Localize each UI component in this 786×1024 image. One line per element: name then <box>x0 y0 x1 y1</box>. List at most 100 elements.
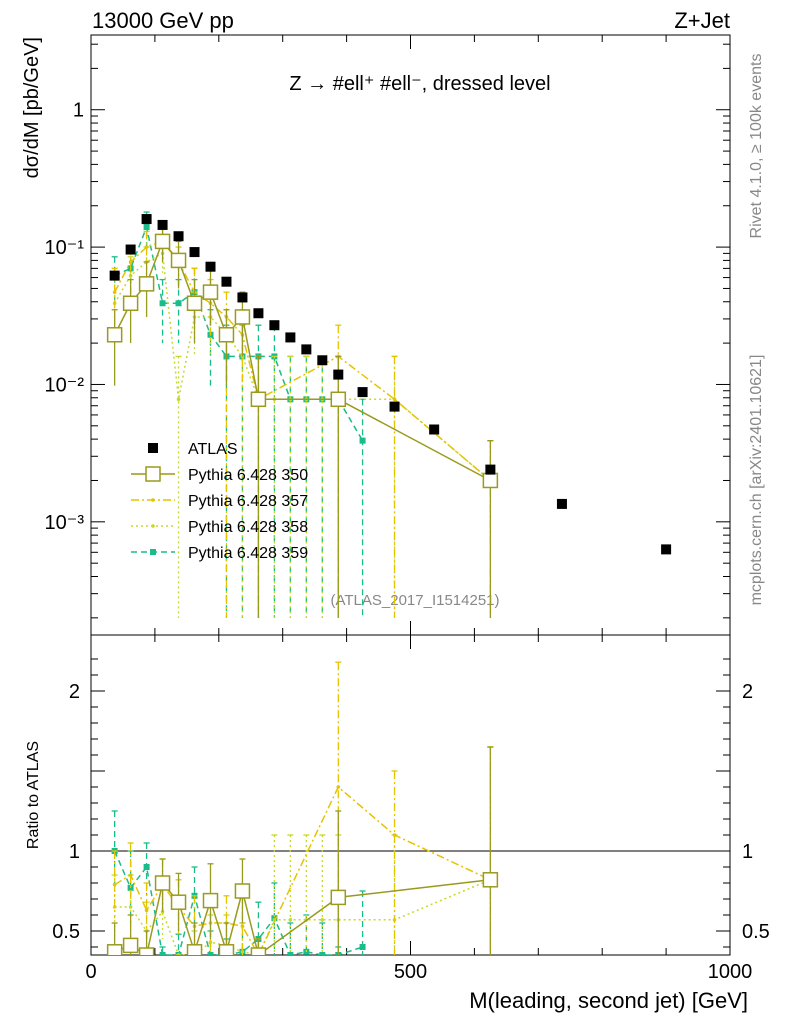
ratio-point <box>154 875 171 891</box>
data-point <box>159 300 166 307</box>
ratio-pythia-6-428-350 <box>106 746 499 955</box>
data-point <box>482 472 499 489</box>
legend-entry: Pythia 6.428 359 <box>131 545 308 562</box>
energy-label: 13000 GeV pp <box>92 8 234 33</box>
ratio-point <box>240 924 245 928</box>
legend: ATLAS Pythia 6.428 350 Pythia 6.428 357 Pyt… <box>131 441 308 562</box>
ratio-point <box>138 947 155 955</box>
axis-ticks: 0 500 1000 1 10⁻¹ 10⁻² 10⁻³ 0.5 0.5 1 1 2 2 <box>45 35 770 983</box>
legend-marker <box>151 524 155 528</box>
atlas-point <box>269 320 280 331</box>
atlas-point <box>173 231 184 242</box>
ratio-y-tick-label-right: 1 <box>742 841 753 863</box>
ratio-point <box>336 785 341 789</box>
y-axis-label: dσ/dM [pb/GeV] <box>21 37 43 178</box>
legend-marker <box>148 443 158 453</box>
x-tick-label: 0 <box>85 961 96 983</box>
plot-frames <box>90 34 731 956</box>
ratio-point <box>320 918 325 922</box>
ratio-series-group <box>106 661 499 955</box>
ratio-point <box>186 944 203 955</box>
atlas-point <box>253 308 264 319</box>
ratio-point <box>176 953 181 955</box>
legend-label: Pythia 6.428 359 <box>188 545 308 562</box>
atlas-point <box>661 544 672 555</box>
ratio-point <box>482 872 499 888</box>
ratio-line <box>114 785 491 955</box>
atlas-point <box>317 355 328 366</box>
legend-marker <box>145 466 161 482</box>
process-label: Z+Jet <box>674 8 730 33</box>
atlas-point <box>301 344 312 355</box>
data-point <box>392 397 397 402</box>
data-point <box>186 295 203 312</box>
ratio-point <box>319 952 326 955</box>
ratio-point <box>128 873 133 877</box>
data-point <box>234 309 251 325</box>
y-tick-label: 1 <box>73 100 84 122</box>
ratio-point <box>207 952 214 955</box>
ratio-y-tick-label: 2 <box>69 681 80 703</box>
data-point <box>112 290 117 294</box>
data-point <box>122 295 139 312</box>
atlas-point <box>221 276 232 287</box>
legend-entry: ATLAS <box>148 441 238 458</box>
data-point <box>138 276 155 292</box>
ratio-point <box>330 889 347 906</box>
ratio-pythia-6-428-358 <box>111 746 494 955</box>
main-series-group <box>106 211 672 618</box>
ratio-point <box>234 883 251 899</box>
ratio-y-tick-label: 0.5 <box>52 921 80 943</box>
atlas-point <box>389 401 400 412</box>
ratio-line <box>114 879 491 955</box>
data-point <box>250 391 267 408</box>
data-point <box>202 284 219 300</box>
ratio-point <box>250 947 267 955</box>
series-line <box>113 252 491 482</box>
legend-label: ATLAS <box>188 441 238 458</box>
series-line <box>113 240 491 482</box>
legend-entry: Pythia 6.428 357 <box>131 493 308 510</box>
data-point <box>176 397 181 402</box>
atlas-point <box>333 369 344 380</box>
ratio-pythia-6-428-357 <box>111 661 494 955</box>
atlas-point <box>141 214 152 225</box>
atlas-point <box>157 219 168 230</box>
data-point <box>359 437 366 444</box>
y-tick-label: 10⁻³ <box>45 512 85 534</box>
data-point <box>128 260 133 264</box>
atlas-data <box>109 214 672 555</box>
analysis-id: (ATLAS_2017_I1514251) <box>330 592 499 609</box>
ratio-point <box>208 940 213 944</box>
legend-label: Pythia 6.428 350 <box>188 467 308 484</box>
atlas-point <box>237 292 248 303</box>
ratio-point <box>159 952 166 955</box>
ratio-point <box>143 864 150 870</box>
atlas-point <box>189 247 200 258</box>
atlas-point <box>485 464 496 475</box>
ratio-y-tick-label-right: 2 <box>742 681 753 703</box>
ratio-point <box>144 908 149 912</box>
ratio-panel-frame <box>90 634 731 956</box>
ratio-point <box>112 882 117 887</box>
ratio-point <box>359 944 366 950</box>
ratio-point <box>170 894 187 910</box>
ratio-point <box>122 937 139 954</box>
y-tick-label: 10⁻¹ <box>45 237 85 259</box>
legend-label: Pythia 6.428 358 <box>188 519 308 536</box>
legend-entry: Pythia 6.428 350 <box>131 466 308 484</box>
ratio-line <box>114 879 491 955</box>
y-tick-label: 10⁻² <box>45 374 85 396</box>
atlas-point <box>125 244 136 255</box>
ratio-point <box>106 944 123 955</box>
legend-marker <box>151 498 155 502</box>
atlas-point <box>556 498 567 509</box>
chart-title: Z → #ell⁺ #ell⁻, dressed level <box>289 73 550 95</box>
ratio-point <box>202 892 219 909</box>
atlas-point <box>429 424 440 435</box>
data-point <box>330 391 347 408</box>
legend-label: Pythia 6.428 357 <box>188 493 308 510</box>
ratio-point <box>392 833 397 837</box>
data-point <box>144 245 149 249</box>
